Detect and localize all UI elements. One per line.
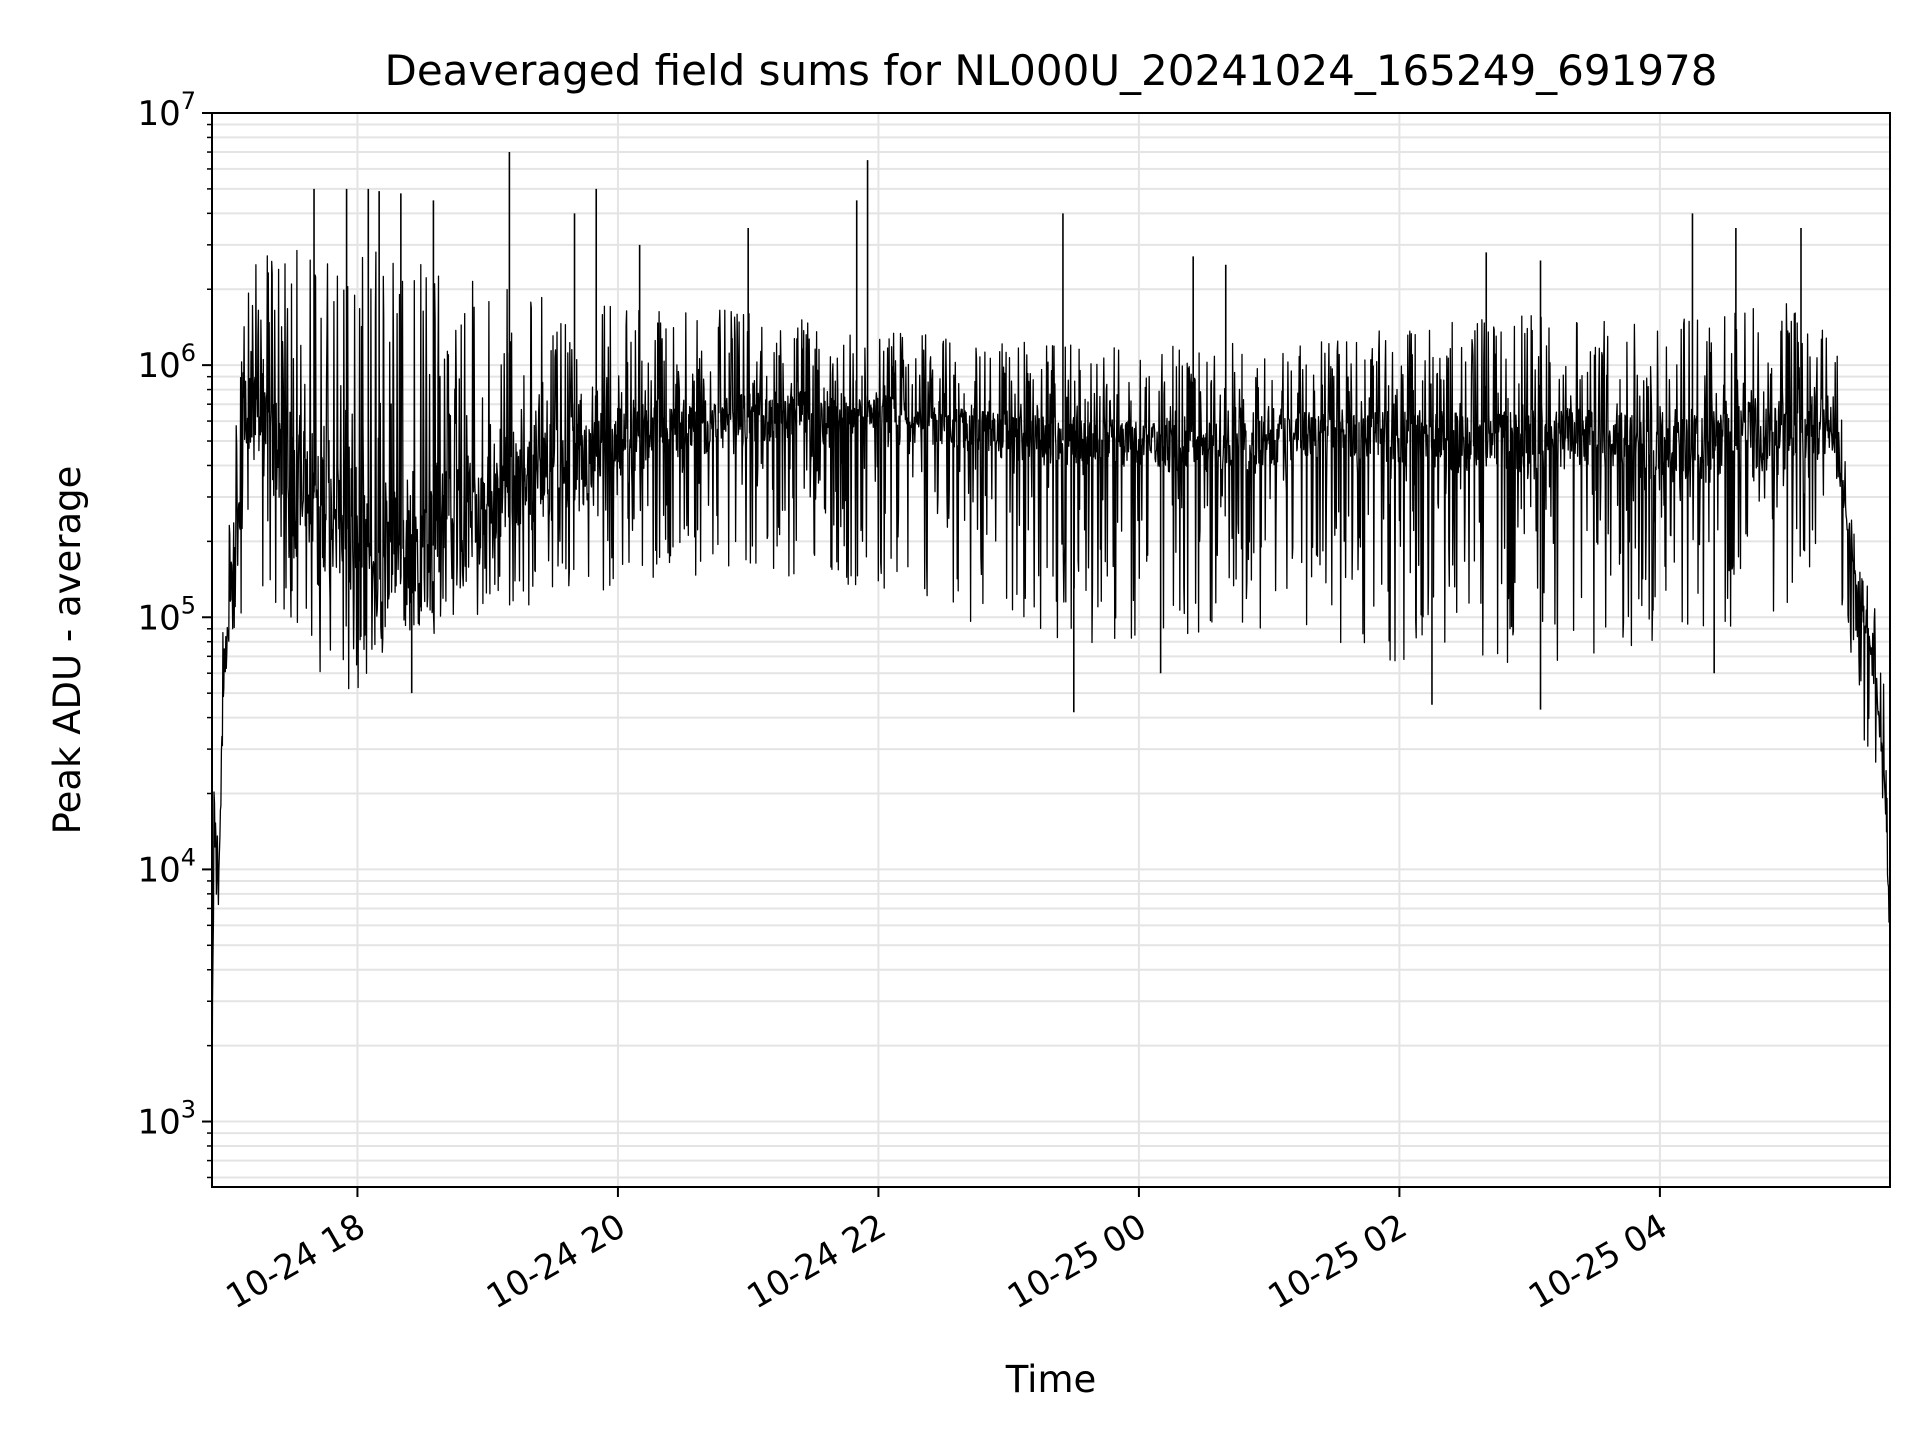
y-tick-label: 105 [137,591,196,638]
chart-title: Deaveraged field sums for NL000U_2024102… [384,46,1717,95]
x-axis-label: Time [1005,1358,1097,1401]
y-tick-label: 103 [137,1096,196,1143]
y-axis-label: Peak ADU - average [46,466,89,835]
y-tick-label: 106 [137,339,196,386]
y-tick-label: 104 [137,843,196,890]
grid [212,112,1890,1187]
series-line [211,249,1891,1136]
plot-frame [211,112,1891,1188]
data-series [211,152,1891,1136]
y-tick-label: 107 [137,87,196,134]
